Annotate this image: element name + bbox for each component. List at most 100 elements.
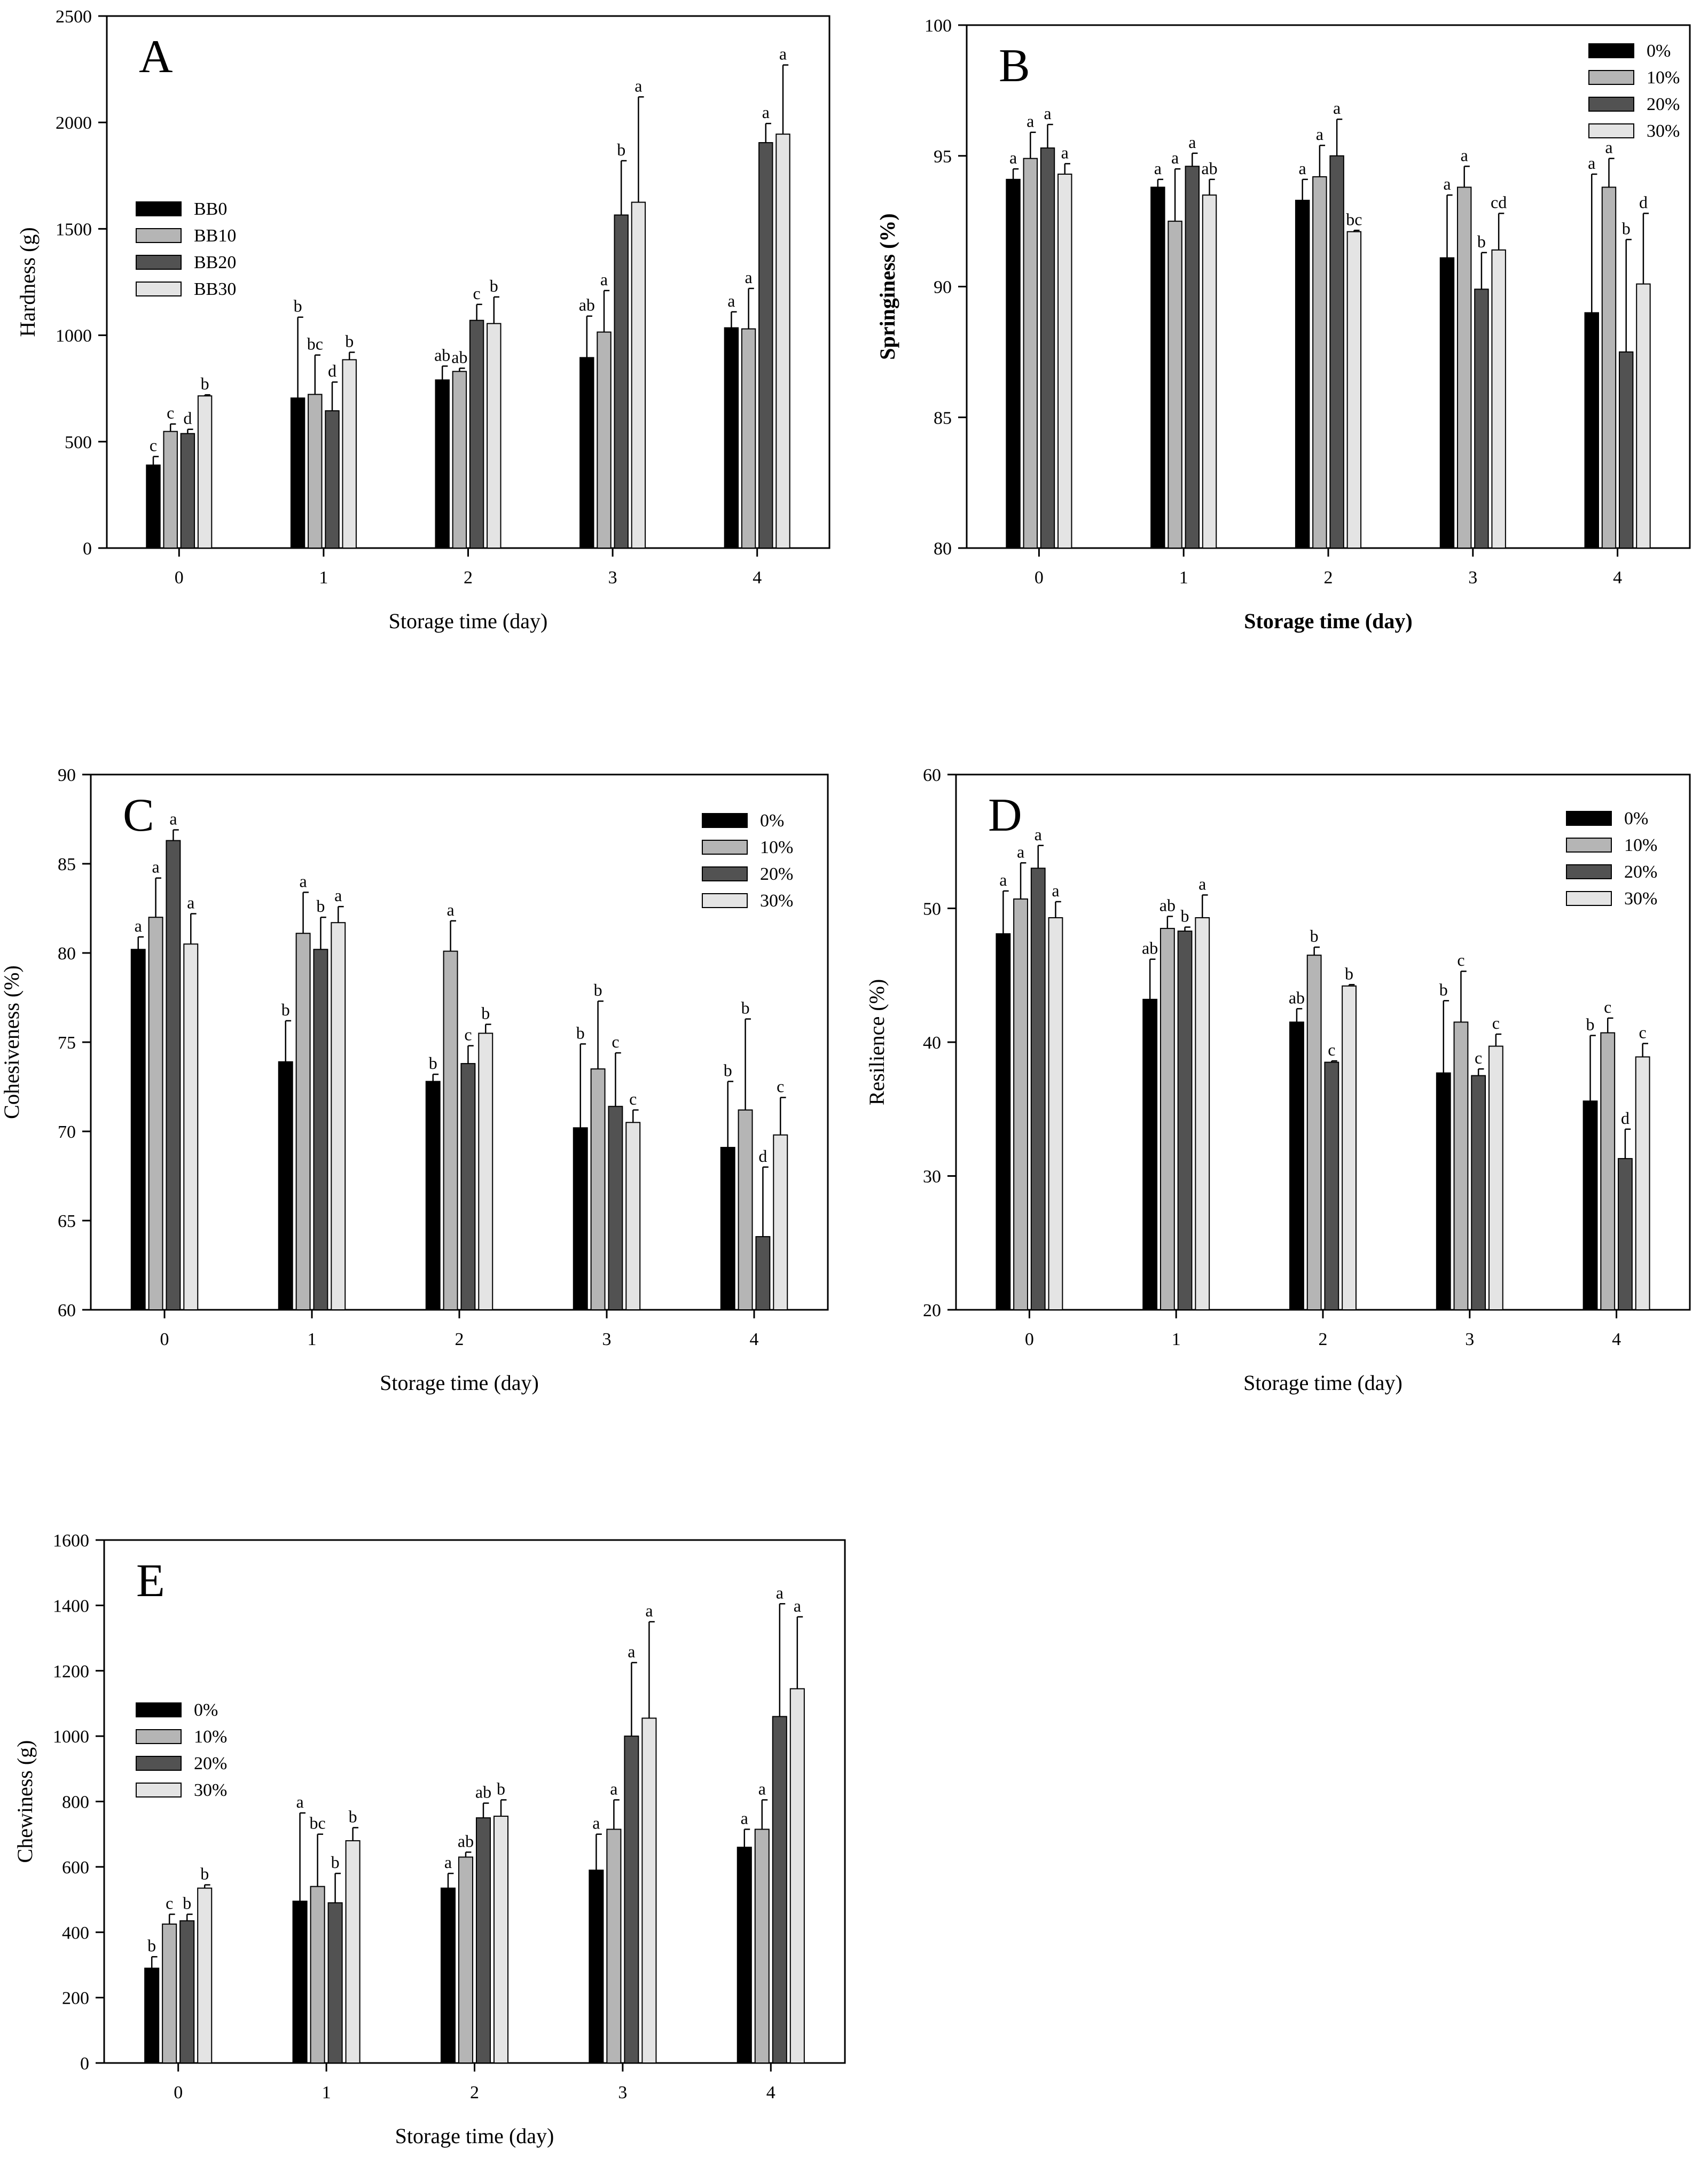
significance-letter: ab — [1159, 896, 1176, 915]
significance-letter: a — [444, 1853, 452, 1872]
significance-letter: ab — [1142, 939, 1158, 958]
bar — [737, 1847, 752, 2064]
bar — [741, 328, 756, 549]
x-tick-label: 4 — [750, 1330, 759, 1349]
significance-letter: c — [166, 1894, 173, 1913]
bar — [310, 1886, 325, 2064]
bar — [148, 917, 163, 1310]
bar — [996, 933, 1011, 1310]
significance-letter: a — [1333, 98, 1341, 118]
legend-swatch — [136, 201, 182, 216]
x-axis-label: Storage time (day) — [1244, 609, 1412, 633]
plot-frame — [955, 773, 1691, 1311]
bar — [1329, 155, 1344, 549]
significance-letter: a — [152, 857, 159, 877]
y-tick-label: 90 — [58, 765, 76, 785]
y-tick-label: 0 — [83, 539, 92, 559]
x-tick-label: 3 — [618, 2083, 627, 2103]
legend-label: BB30 — [194, 279, 236, 299]
bar — [197, 395, 213, 549]
legend-swatch — [136, 228, 182, 243]
bar — [425, 1081, 441, 1310]
legend-swatch — [1566, 811, 1612, 826]
legend-swatch — [1588, 70, 1634, 85]
significance-letter: a — [1035, 825, 1042, 844]
y-tick-label: 65 — [58, 1212, 76, 1231]
significance-letter: a — [600, 270, 608, 289]
significance-letter: b — [316, 896, 325, 916]
legend-label: 20% — [1624, 862, 1657, 882]
significance-letter: a — [1061, 143, 1069, 162]
bar — [292, 1901, 308, 2064]
y-tick-label: 20 — [923, 1301, 941, 1320]
legend-label: BB0 — [194, 199, 227, 219]
significance-letter: b — [1345, 964, 1353, 983]
significance-letter: a — [628, 1642, 635, 1661]
legend-label: 10% — [1624, 835, 1657, 855]
y-tick-label: 2000 — [56, 113, 92, 133]
x-tick-label: 1 — [1172, 1330, 1181, 1349]
significance-letter: a — [745, 268, 752, 287]
bar — [1439, 257, 1455, 549]
bar — [1295, 199, 1310, 549]
legend-label: 0% — [194, 1700, 218, 1720]
significance-letter: b — [183, 1894, 191, 1913]
significance-letter: a — [1461, 145, 1468, 165]
bar — [295, 933, 311, 1310]
y-tick-label: 80 — [934, 539, 952, 559]
significance-letter: a — [727, 291, 735, 310]
significance-letter: a — [762, 103, 770, 122]
bar — [1618, 1158, 1633, 1311]
x-tick-label: 1 — [308, 1330, 317, 1349]
y-tick-label: 200 — [62, 1989, 89, 2008]
legend-swatch — [1566, 864, 1612, 879]
significance-letter: d — [758, 1146, 767, 1166]
significance-letter: b — [617, 140, 625, 159]
legend-label: BB10 — [194, 226, 236, 246]
significance-letter: ab — [475, 1783, 491, 1802]
bar — [1013, 898, 1028, 1310]
bar — [1185, 166, 1200, 549]
bar — [1488, 1045, 1503, 1310]
significance-letter: b — [147, 1936, 156, 1955]
bar — [1057, 174, 1072, 549]
bar — [278, 1061, 293, 1310]
x-axis-label: Storage time (day) — [380, 1371, 539, 1395]
significance-letter: c — [629, 1089, 637, 1108]
bar — [290, 397, 305, 549]
bar — [1342, 985, 1357, 1311]
panel-letter: E — [136, 1555, 165, 1607]
legend-label: BB20 — [194, 253, 236, 272]
bar — [614, 214, 629, 549]
bar — [641, 1717, 657, 2064]
legend-label: 30% — [760, 891, 793, 911]
legend-swatch — [136, 1783, 182, 1798]
x-tick-label: 3 — [602, 1330, 612, 1349]
bar — [1202, 194, 1217, 549]
y-axis-label: Springiness (%) — [875, 213, 899, 360]
bar — [579, 357, 594, 549]
bar — [789, 1688, 805, 2064]
significance-letter: ab — [458, 1831, 474, 1850]
significance-letter: b — [1622, 218, 1631, 238]
bar — [1306, 955, 1322, 1311]
x-tick-label: 1 — [319, 568, 328, 588]
bar — [342, 359, 357, 549]
x-tick-label: 1 — [322, 2083, 331, 2103]
bar — [624, 1736, 639, 2064]
bar — [1456, 186, 1472, 549]
y-tick-label: 600 — [62, 1858, 89, 1878]
x-tick-label: 3 — [608, 568, 617, 588]
y-tick-label: 95 — [934, 147, 952, 167]
bar — [1582, 1100, 1598, 1310]
significance-letter: a — [758, 1779, 766, 1798]
y-tick-label: 1500 — [56, 220, 92, 239]
bar — [440, 1887, 456, 2064]
significance-letter: c — [473, 284, 480, 303]
bar — [1040, 147, 1055, 549]
y-tick-label: 0 — [80, 2054, 89, 2074]
significance-letter: b — [497, 1779, 505, 1798]
legend-swatch — [136, 255, 182, 270]
significance-letter: d — [1639, 192, 1648, 212]
significance-letter: c — [1604, 997, 1611, 1017]
